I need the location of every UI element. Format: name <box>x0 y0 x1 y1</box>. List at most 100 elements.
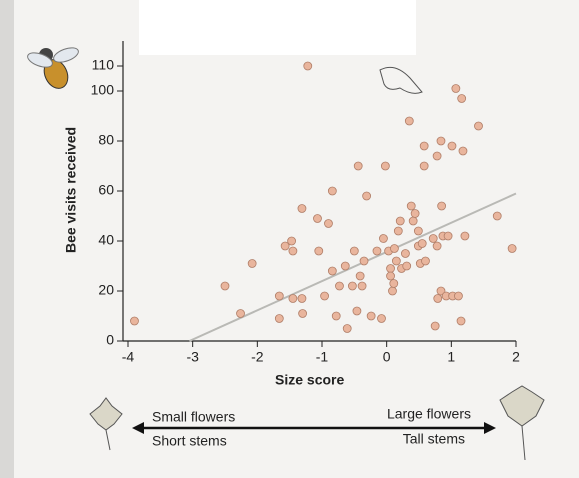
data-point <box>432 151 442 161</box>
data-point <box>388 286 397 296</box>
data-point <box>359 256 369 266</box>
data-point <box>130 316 139 326</box>
redaction <box>139 0 416 55</box>
data-point <box>386 271 395 281</box>
data-point <box>377 314 386 323</box>
scale-left-top: Small flowers <box>152 409 235 425</box>
data-point <box>220 281 230 291</box>
data-point <box>274 291 284 301</box>
data-point <box>324 219 333 228</box>
data-point <box>406 201 416 211</box>
data-point <box>372 246 382 256</box>
data-point <box>327 266 337 276</box>
data-point <box>456 316 466 326</box>
size-scale <box>89 385 545 461</box>
y-tick-label: 20 <box>98 282 114 298</box>
data-point <box>386 264 395 273</box>
data-point <box>366 311 376 321</box>
data-point <box>410 209 420 218</box>
x-tick-label: 1 <box>447 349 455 365</box>
x-axis-label: Size score <box>275 372 344 388</box>
data-point <box>419 161 429 171</box>
data-point <box>355 271 365 281</box>
data-point <box>454 291 463 301</box>
data-point <box>408 216 418 226</box>
data-point <box>379 234 388 243</box>
data-point <box>331 311 341 321</box>
bee-icon <box>27 47 79 89</box>
y-tick-label: 60 <box>98 182 114 198</box>
data-point <box>342 324 352 333</box>
data-point <box>507 244 517 253</box>
data-point <box>340 261 350 271</box>
x-tick-label: -2 <box>251 349 264 365</box>
data-point <box>236 309 245 318</box>
data-point <box>447 141 457 151</box>
y-tick-label: 100 <box>91 82 115 98</box>
data-point <box>380 161 390 171</box>
data-point <box>297 204 307 213</box>
data-point <box>274 314 284 323</box>
data-point <box>247 259 257 268</box>
data-point <box>298 309 308 318</box>
data-point <box>352 306 362 316</box>
x-tick-label: -1 <box>316 349 329 365</box>
y-tick-label: 0 <box>106 332 114 348</box>
data-point <box>436 136 446 146</box>
data-point <box>288 246 298 256</box>
y-axis-label: Bee visits received <box>63 127 79 253</box>
scale-right-bottom: Tall stems <box>403 431 465 447</box>
data-point <box>320 291 329 301</box>
data-point <box>492 211 502 221</box>
data-point <box>419 141 429 151</box>
scale-left-bottom: Short stems <box>152 433 227 449</box>
data-point <box>287 236 297 246</box>
data-point <box>390 244 399 253</box>
data-point <box>458 146 468 156</box>
x-tick-label: -3 <box>186 349 199 365</box>
hand-icon <box>379 66 423 94</box>
data-point <box>297 294 307 303</box>
data-point <box>303 61 313 71</box>
y-tick-label: 80 <box>98 132 114 148</box>
data-point <box>288 294 298 303</box>
data-point <box>362 191 372 201</box>
data-point <box>428 234 438 243</box>
data-point <box>357 281 367 291</box>
data-point <box>421 256 430 266</box>
data-point <box>443 231 453 241</box>
data-point <box>395 216 405 226</box>
data-point <box>353 161 363 171</box>
x-tick-label: 0 <box>383 349 391 365</box>
trend-line <box>189 192 517 342</box>
data-point <box>327 186 337 196</box>
data-point <box>389 279 399 288</box>
data-point <box>413 226 423 236</box>
data-point <box>417 239 427 248</box>
data-point <box>402 261 412 271</box>
x-tick-label: 2 <box>512 349 520 365</box>
scale-right-top: Large flowers <box>387 406 471 422</box>
data-point <box>349 246 359 256</box>
data-point <box>404 116 414 126</box>
data-point <box>430 321 440 331</box>
y-tick-label: 40 <box>98 232 114 248</box>
data-point <box>393 226 403 236</box>
data-point <box>314 246 324 256</box>
data-point <box>401 249 410 258</box>
data-point <box>391 256 401 266</box>
x-tick-label: -4 <box>122 349 135 365</box>
data-point <box>457 94 467 103</box>
data-point <box>313 214 322 223</box>
y-tick-label: 110 <box>92 57 115 73</box>
data-point <box>335 281 344 291</box>
data-point <box>437 201 447 211</box>
data-point <box>474 121 483 131</box>
data-point <box>280 241 290 251</box>
data-point <box>432 241 442 251</box>
data-point <box>433 294 443 303</box>
page-edge <box>0 0 14 478</box>
data-point <box>347 281 357 291</box>
data-point <box>451 84 461 93</box>
